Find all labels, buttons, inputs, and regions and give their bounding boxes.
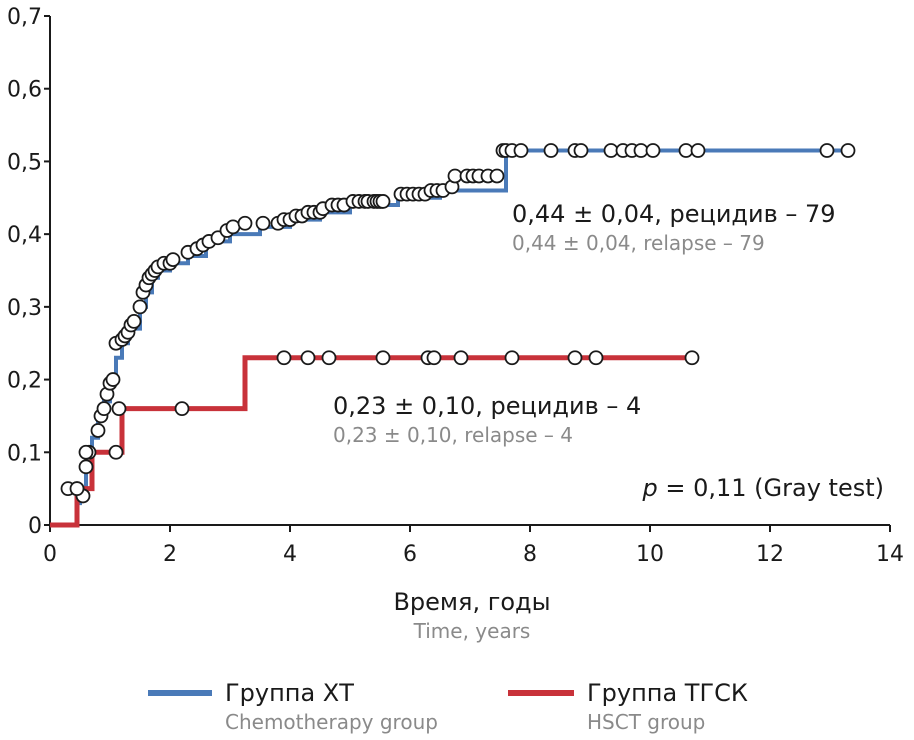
censor-mark-0 <box>819 143 835 158</box>
x-axis-label-sub: Time, years <box>413 619 531 643</box>
x-tick-label: 4 <box>283 542 297 567</box>
censor-mark-1 <box>69 481 85 497</box>
censor-mark-0 <box>96 401 112 417</box>
censor-mark-0 <box>573 143 589 158</box>
censor-mark-1 <box>276 350 292 366</box>
x-tick-label: 6 <box>403 542 417 567</box>
censor-mark-1 <box>111 401 127 417</box>
censor-mark-0 <box>543 143 559 158</box>
legend-sublabel-hsct: HSCT group <box>587 710 705 734</box>
censor-mark-0 <box>489 168 505 184</box>
censor-mark-0 <box>690 143 706 158</box>
censor-mark-0 <box>90 423 106 438</box>
censor-mark-1 <box>426 350 442 366</box>
censor-mark-1 <box>684 350 700 366</box>
y-tick-label: 0,3 <box>7 296 42 321</box>
x-tick-label: 0 <box>43 542 57 567</box>
censor-mark-1 <box>321 350 337 366</box>
annotation-chemo-sub: 0,44 ± 0,04, relapse – 79 <box>512 231 765 255</box>
annotation-chemo-main: 0,44 ± 0,04, рецидив – 79 <box>512 200 836 228</box>
censor-mark-0 <box>375 194 391 209</box>
p-value-text: p = 0,11 (Gray test) <box>642 474 885 502</box>
censor-mark-1 <box>453 350 469 366</box>
annotation-hsct-main: 0,23 ± 0,10, рецидив – 4 <box>333 392 641 420</box>
x-axis-label: Время, годы <box>393 588 550 616</box>
censor-mark-0 <box>603 143 619 158</box>
x-ticks: 0 2 4 6 8 10 12 14 <box>43 525 904 567</box>
censor-mark-1 <box>567 350 583 366</box>
x-tick-label: 12 <box>756 542 784 567</box>
censor-mark-0 <box>165 252 181 267</box>
censor-mark-1 <box>588 350 604 366</box>
censor-mark-0 <box>645 143 661 158</box>
y-tick-label: 0,4 <box>7 223 42 248</box>
p-value-italic: p <box>642 474 658 502</box>
censor-mark-0 <box>126 313 142 329</box>
censor-marks <box>60 143 856 504</box>
annotation-hsct-sub: 0,23 ± 0,10, relapse – 4 <box>333 423 573 447</box>
censor-mark-0 <box>633 143 649 158</box>
y-tick-label: 0,2 <box>7 369 42 394</box>
censor-mark-0 <box>840 143 856 158</box>
legend-label-chemo: Группа ХТ <box>225 679 354 707</box>
series-line-1 <box>50 355 692 528</box>
censor-mark-0 <box>105 372 121 387</box>
y-tick-label: 0,1 <box>7 441 42 466</box>
x-tick-label: 14 <box>876 542 904 567</box>
x-tick-label: 10 <box>636 542 664 567</box>
censor-mark-1 <box>300 350 316 366</box>
censor-mark-0 <box>447 168 463 184</box>
y-tick-label: 0,5 <box>7 150 42 175</box>
x-tick-label: 8 <box>523 542 537 567</box>
y-tick-label: 0 <box>28 514 42 539</box>
censor-mark-0 <box>678 143 694 158</box>
censor-mark-0 <box>132 299 148 315</box>
censor-mark-1 <box>375 350 391 366</box>
y-tick-label: 0,7 <box>7 5 42 30</box>
censor-mark-0 <box>237 215 253 231</box>
axes <box>49 16 890 526</box>
censor-mark-1 <box>174 401 190 417</box>
censor-mark-0 <box>78 459 94 475</box>
censor-mark-1 <box>78 444 94 460</box>
legend-sublabel-chemo: Chemotherapy group <box>225 710 438 734</box>
censor-mark-0 <box>255 215 271 231</box>
censor-mark-0 <box>225 219 241 235</box>
y-ticks: 0 0,1 0,2 0,3 0,4 0,5 0,6 0,7 <box>7 5 50 539</box>
censor-mark-1 <box>504 350 520 366</box>
legend-label-hsct: Группа ТГСК <box>587 679 748 707</box>
p-value-rest: = 0,11 (Gray test) <box>658 474 884 502</box>
censor-mark-0 <box>513 143 529 158</box>
x-tick-label: 2 <box>163 542 177 567</box>
censor-mark-1 <box>108 444 124 460</box>
legend: Группа ХТ Chemotherapy group Группа ТГСК… <box>148 679 748 734</box>
y-tick-label: 0,6 <box>7 78 42 103</box>
